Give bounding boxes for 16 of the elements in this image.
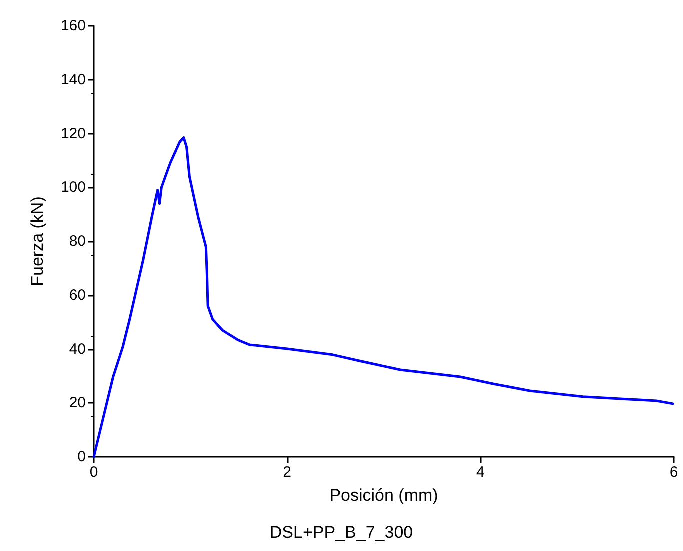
y-tick-label: 100	[60, 179, 86, 196]
x-tick-label: 0	[90, 464, 98, 481]
y-tick-label: 40	[69, 340, 86, 358]
y-tick-label: 60	[69, 286, 86, 304]
x-tick-label: 6	[670, 464, 678, 481]
text: DSL+PP_B_7_300	[270, 523, 414, 542]
y-tick-label: 20	[69, 394, 86, 412]
x-tick-label: 2	[283, 464, 292, 481]
x-tick-label: 4	[476, 464, 485, 481]
y-tick-label: 80	[69, 233, 86, 250]
y-tick-label: 120	[60, 125, 86, 142]
y-axis-title: Fuerza (kN)	[28, 196, 47, 286]
y-tick-label: 160	[60, 18, 86, 34]
y-tick-label: 0	[78, 448, 86, 466]
x-axis-title: Posición (mm)	[330, 486, 438, 505]
y-tick-label: 140	[60, 71, 86, 88]
